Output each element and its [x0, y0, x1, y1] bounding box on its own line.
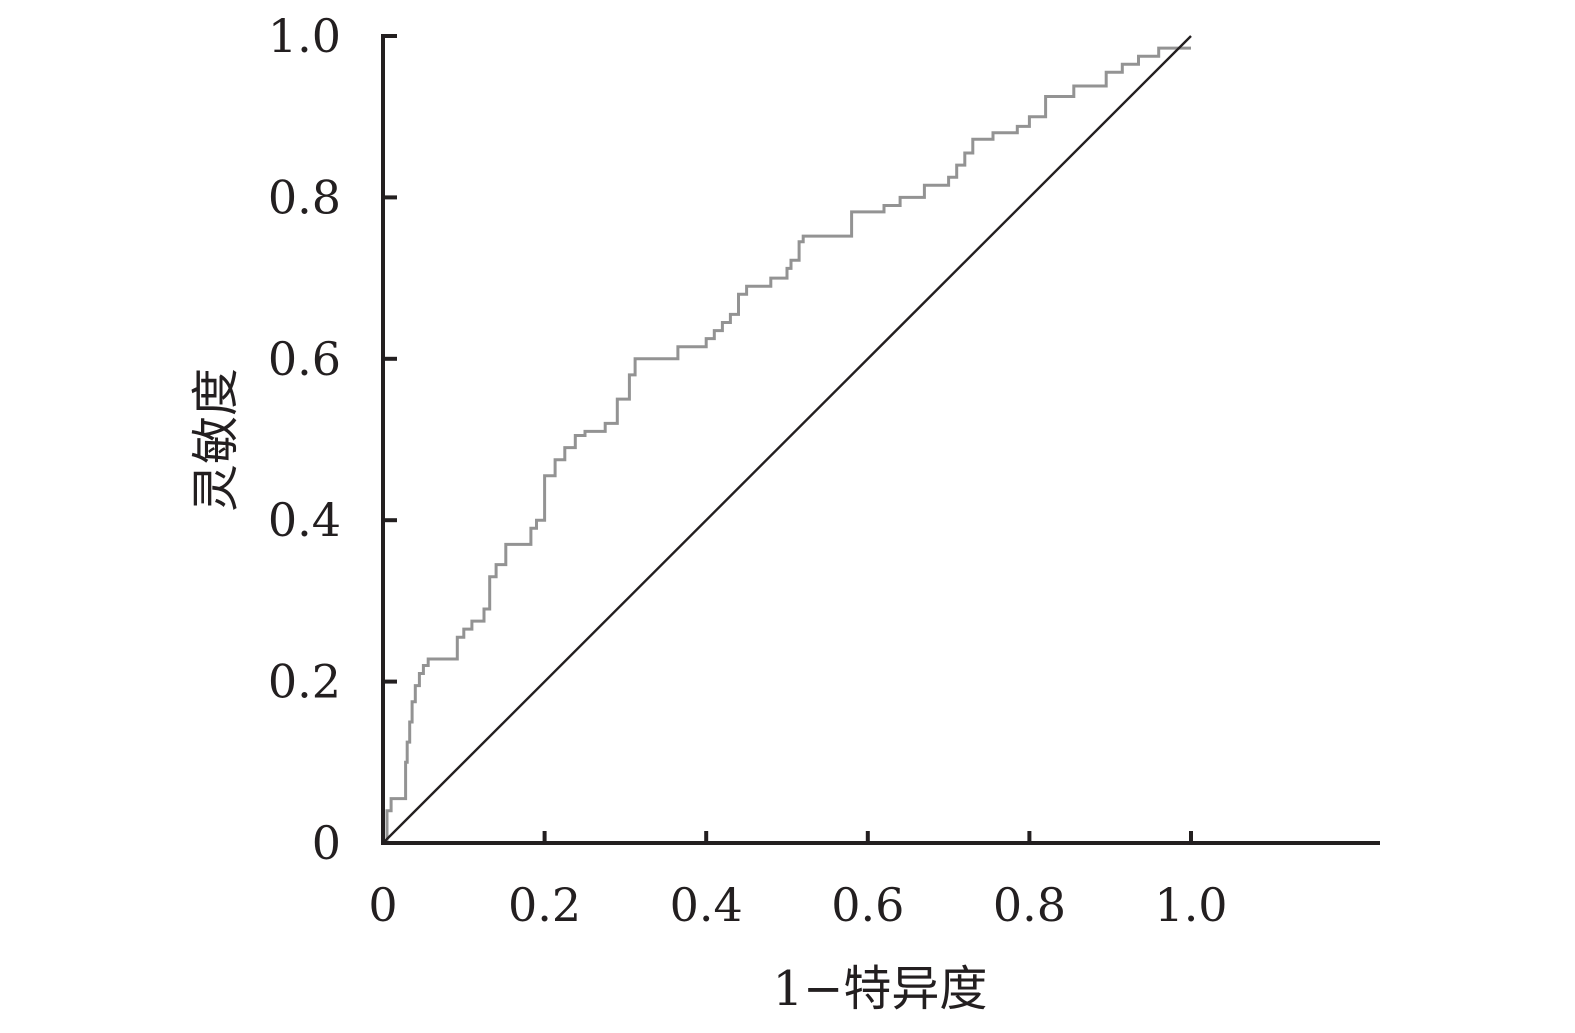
y-axis-title: 灵敏度 — [188, 368, 244, 512]
y-tick-label: 0.8 — [268, 170, 341, 224]
x-tick-label: 1.0 — [1154, 878, 1227, 932]
x-tick-label: 0 — [368, 878, 397, 932]
roc-curve-line — [383, 46, 1191, 845]
axes — [381, 34, 1380, 845]
y-axis-ticks: 0 0.2 0.4 0.6 0.8 1.0 — [268, 9, 397, 870]
x-tick-label: 0.4 — [670, 878, 743, 932]
x-axis-ticks: 0 0.2 0.4 0.6 0.8 1.0 — [368, 831, 1228, 932]
y-tick-label: 0.2 — [268, 655, 341, 709]
y-tick-label: 0 — [312, 816, 341, 870]
x-tick-label: 0.2 — [508, 878, 581, 932]
plot-area — [382, 35, 1192, 845]
y-tick-label: 1.0 — [268, 9, 341, 63]
y-tick-label: 0.4 — [268, 493, 341, 547]
x-tick-label: 0.8 — [993, 878, 1066, 932]
reference-diagonal-line — [382, 35, 1192, 844]
x-tick-label: 0.6 — [831, 878, 904, 932]
y-tick-label: 0.6 — [268, 332, 341, 386]
x-axis-title: 1−特异度 — [773, 961, 988, 1017]
